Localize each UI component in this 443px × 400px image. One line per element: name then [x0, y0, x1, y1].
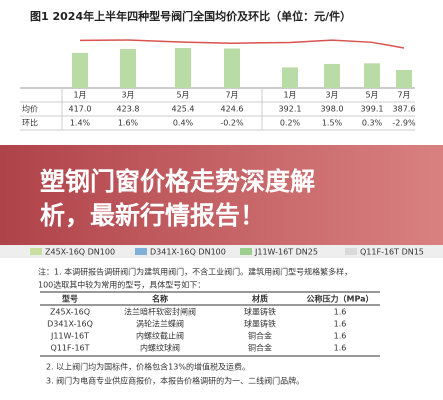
bar: [72, 52, 88, 88]
table-cell: 1.6: [334, 320, 347, 329]
table-cell: 内螺纹截止阀: [136, 331, 184, 341]
table-cell: 1.6: [334, 332, 347, 341]
month-label: 3月: [325, 91, 338, 100]
price-label: 423.8: [117, 105, 140, 114]
mom-label: 1.6%: [118, 119, 139, 128]
banner-line: 析，最新行情报告！: [40, 201, 265, 230]
price-label: 398.0: [321, 105, 344, 114]
month-label: 7月: [397, 91, 410, 100]
table-cell: 涡轮法兰蝶阀: [136, 319, 184, 329]
mom-label: -0.2%: [220, 119, 244, 128]
price-label: 387.6: [393, 105, 416, 114]
table-cell: Z45X-16Q: [50, 308, 90, 317]
legend-swatch: [240, 248, 252, 255]
legend-swatch: [135, 248, 147, 255]
legend: Z45X-16Q DN100 D341X-16Q DN100 J11W-16T DN…: [0, 245, 443, 258]
legend-swatch: [30, 248, 42, 255]
bar: [175, 48, 191, 88]
mom-label: 0.2%: [280, 119, 301, 128]
table-header: 型号: [62, 294, 78, 304]
legend-swatch: [345, 248, 357, 255]
table-cell: 内螺纹球阀: [140, 343, 180, 353]
note: 100选取其中较为常用的型号，具体型号如下：: [38, 280, 205, 290]
bar: [364, 63, 380, 88]
table-cell: Q11F-16T: [50, 344, 89, 353]
legend-label: Q11F-16T DN15: [360, 248, 424, 257]
table-cell: 法兰暗杆软密封闸阀: [124, 307, 196, 317]
table-header: 名称: [152, 294, 168, 304]
table-cell: 铜合金: [248, 331, 272, 341]
price-label: 425.4: [172, 105, 195, 114]
table-cell: J11W-16T: [50, 332, 89, 341]
legend-label: D341X-16Q DN100: [150, 248, 226, 257]
month-label: 1月: [283, 91, 296, 100]
legend-label: Z45X-16Q DN100: [45, 248, 115, 257]
legend-bg: [0, 245, 443, 258]
banner: [0, 145, 443, 245]
month-label: 3月: [121, 91, 134, 100]
month-label: 5月: [176, 91, 189, 100]
mom-label: 0.3%: [362, 119, 383, 128]
mom-line: [79, 39, 405, 49]
table-cell: 球墨铸铁: [244, 319, 276, 329]
table-cell: 1.6: [334, 344, 347, 353]
bar: [224, 48, 240, 88]
footnote: 3. 阀门为电商专业供应商报价，本报告价格调研的为一、二线阀门品牌。: [46, 376, 304, 386]
price-label: 424.6: [221, 105, 244, 114]
bar: [324, 63, 340, 88]
row-label: 环比: [22, 118, 38, 128]
bar: [282, 67, 298, 88]
bar: [396, 70, 412, 88]
note: 注：1. 本调研报告调研阀门为建筑用阀门，不含工业阀门。建筑用阀门型号规格繁多样…: [38, 267, 352, 277]
month-label: 5月: [365, 91, 378, 100]
spec-table: 型号 名称 材质 公称压力（MPa）Z45X-16Q 法兰暗杆软密封闸阀 球墨铸铁 1.6D…: [40, 291, 380, 357]
banner-line: 塑钢门窗价格走势深度解: [40, 167, 315, 196]
price-label: 392.1: [279, 105, 302, 114]
table-cell: 铜合金: [248, 343, 272, 353]
footnote: 2. 以上阀门均为国标件，价格包含13%的增值税及运费。: [46, 362, 250, 372]
price-label: 399.1: [361, 105, 384, 114]
bar: [120, 48, 136, 88]
chart-title: 图1 2024年上半年四种型号阀门全国均价及环比（单位：元/件）: [30, 9, 351, 23]
legend-label: J11W-16T DN25: [254, 248, 318, 257]
table-header: 材质: [252, 294, 268, 304]
table-cell: 1.6: [334, 308, 347, 317]
table-header: 公称压力（MPa）: [306, 294, 373, 304]
table-cell: D341X-16Q: [47, 320, 93, 329]
mom-label: 0.4%: [173, 119, 194, 128]
mom-label: -2.9%: [392, 119, 416, 128]
mom-label: 1.4%: [70, 119, 91, 128]
month-label: 7月: [225, 91, 238, 100]
row-label: 均价: [22, 104, 38, 114]
mom-label: 1.5%: [322, 119, 343, 128]
table-cell: 球墨铸铁: [244, 307, 276, 317]
price-label: 417.0: [69, 105, 92, 114]
month-label: 1月: [73, 91, 86, 100]
